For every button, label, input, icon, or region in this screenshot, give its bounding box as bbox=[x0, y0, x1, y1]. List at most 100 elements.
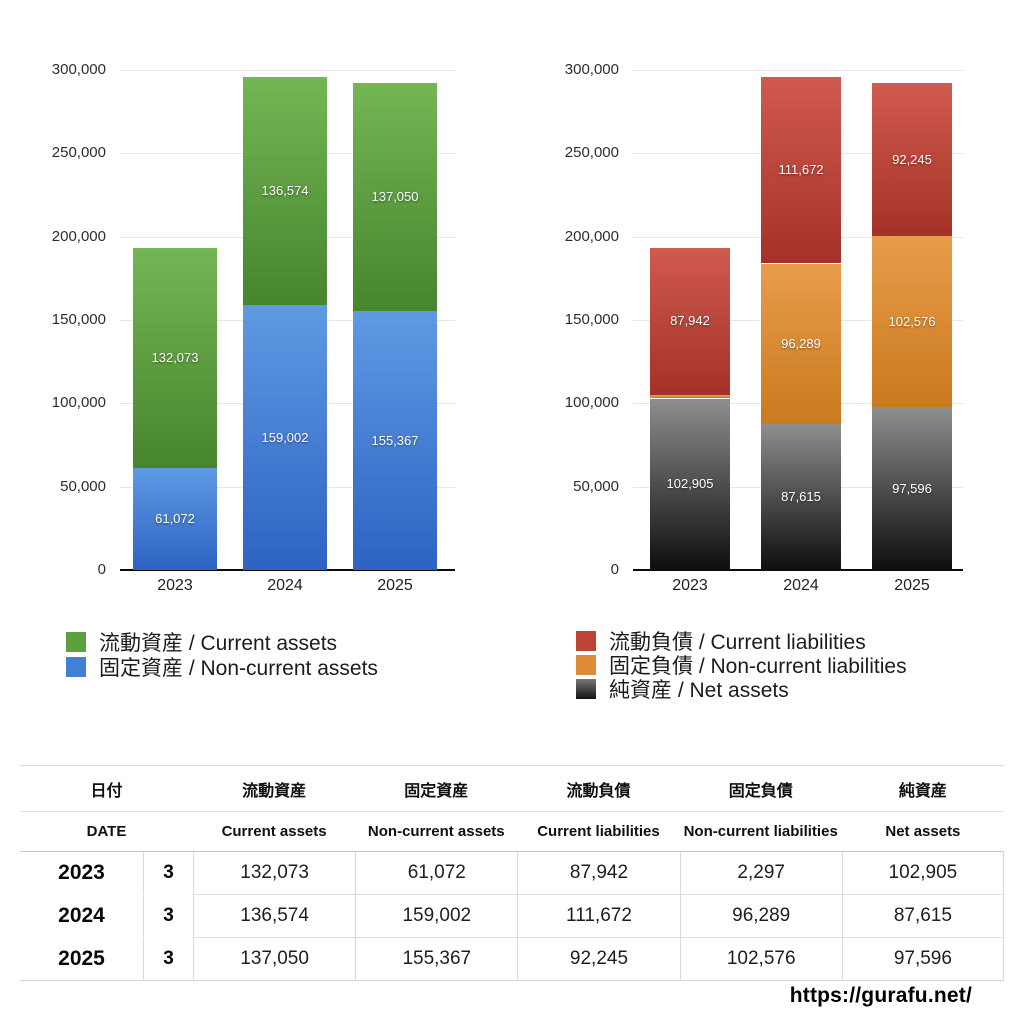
table-value-cell: 155,367 bbox=[355, 938, 517, 980]
legend-item: 流動資産 / Current assets bbox=[66, 629, 378, 655]
assets-chart-legend: 流動資産 / Current assets 固定資産 / Non-current … bbox=[66, 629, 378, 680]
legend-label: 固定負債 / Non-current liabilities bbox=[609, 655, 907, 678]
balance-sheet-table: 日付 流動資産 固定資産 流動負債 固定負債 純資産 DATE Current assets N… bbox=[20, 765, 1004, 981]
bar-value-label: 97,596 bbox=[892, 480, 932, 496]
y-axis-tick-label: 300,000 bbox=[564, 61, 619, 78]
legend-swatch bbox=[576, 655, 596, 675]
x-axis-tick-label: 2023 bbox=[672, 577, 708, 594]
table-value-cell: 136,574 bbox=[193, 895, 356, 938]
legend-label: 流動負債 / Current liabilities bbox=[609, 631, 866, 654]
y-axis-tick-label: 0 bbox=[610, 561, 619, 578]
bar-segment bbox=[133, 468, 217, 570]
site-url: https://gurafu.net/ bbox=[789, 984, 972, 1007]
table-header-en: Non-current liabilities bbox=[679, 812, 842, 852]
bar-value-label: 102,576 bbox=[888, 313, 936, 329]
gridline bbox=[120, 70, 455, 71]
table-year-cell: 2024 bbox=[58, 904, 105, 927]
y-axis-tick-label: 50,000 bbox=[573, 477, 619, 495]
y-axis-tick-label: 200,000 bbox=[564, 227, 619, 245]
bar-value-label: 111,672 bbox=[778, 162, 824, 178]
bar-segment bbox=[761, 77, 841, 264]
liabilities-chart-legend: 流動負債 / Current liabilities 固定負債 / Non-cur… bbox=[576, 629, 907, 702]
x-axis-tick-label: 2023 bbox=[157, 577, 193, 594]
table-year-cell: 2023 bbox=[58, 861, 105, 884]
bar-segment bbox=[650, 394, 730, 399]
table-header-en: Current assets bbox=[193, 812, 356, 852]
legend-swatch bbox=[66, 656, 86, 677]
table-value-cell: 87,942 bbox=[517, 852, 680, 895]
liabilities-stacked-bar-chart: 300,000 250,000 200,000 150,000 100,000 50,00… bbox=[550, 60, 980, 600]
bar-segment bbox=[133, 248, 217, 469]
bar-segment bbox=[872, 407, 952, 570]
bar-value-label: 102,905 bbox=[666, 476, 714, 492]
x-axis-tick-label: 2024 bbox=[783, 577, 819, 594]
y-axis-tick-label: 50,000 bbox=[60, 477, 106, 495]
y-axis-tick-label: 150,000 bbox=[51, 311, 106, 328]
bar-value-label: 92,245 bbox=[892, 151, 932, 167]
table-header-en: Non-current assets bbox=[355, 812, 518, 852]
x-axis-tick-label: 2024 bbox=[267, 577, 303, 594]
legend-item: 流動負債 / Current liabilities bbox=[576, 629, 907, 654]
legend-label: 流動資産 / Current assets bbox=[99, 631, 338, 655]
table-value-cell: 87,615 bbox=[841, 895, 1004, 938]
table-value-cell: 96,289 bbox=[679, 895, 842, 938]
table-month-cell: 3 bbox=[143, 852, 193, 894]
x-axis-line bbox=[633, 569, 963, 571]
table-value-cell: 137,050 bbox=[193, 938, 355, 980]
legend-item: 固定負債 / Non-current liabilities bbox=[576, 653, 907, 678]
bar-segment bbox=[650, 248, 730, 395]
table-header-en: Net assets bbox=[841, 812, 1004, 852]
bar-segment bbox=[872, 82, 952, 237]
bar-segment bbox=[353, 82, 437, 311]
bar-segment bbox=[650, 398, 730, 570]
bar-segment bbox=[243, 77, 327, 305]
bar-value-label: 159,002 bbox=[261, 429, 309, 445]
bar-value-label: 87,615 bbox=[781, 489, 821, 504]
table-header-date-en: DATE bbox=[20, 812, 193, 852]
table-month-cell: 3 bbox=[143, 895, 193, 937]
gridline bbox=[633, 70, 963, 71]
table-month-cell: 3 bbox=[143, 938, 193, 980]
bar-segment bbox=[761, 424, 841, 570]
table-value-cell: 102,576 bbox=[679, 938, 842, 980]
bar-value-label: 132,073 bbox=[151, 350, 199, 366]
table-value-cell: 92,245 bbox=[517, 938, 679, 980]
table-value-cell: 97,596 bbox=[841, 938, 1004, 980]
x-axis-tick-label: 2025 bbox=[377, 577, 413, 594]
bar-value-label: 155,367 bbox=[371, 432, 419, 448]
bar-value-label: 87,942 bbox=[670, 313, 710, 329]
bar-value-label: 61,072 bbox=[155, 511, 195, 527]
table-header-jp: 固定資産 bbox=[355, 766, 518, 812]
bar-value-label: 137,050 bbox=[371, 188, 419, 204]
table-value-cell: 2,297 bbox=[679, 852, 842, 895]
table-value-cell: 61,072 bbox=[355, 852, 518, 895]
y-axis-tick-label: 250,000 bbox=[51, 144, 106, 162]
y-axis-tick-label: 100,000 bbox=[564, 394, 619, 412]
table-value-cell: 132,073 bbox=[193, 852, 356, 895]
table-year-cell: 2025 bbox=[58, 947, 105, 970]
table-value-cell: 111,672 bbox=[517, 895, 680, 938]
bar-value-label: 96,289 bbox=[781, 335, 821, 351]
table-value-cell: 159,002 bbox=[355, 895, 518, 938]
assets-stacked-bar-chart: 300,000 250,000 200,000 150,000 100,000 50,00… bbox=[40, 60, 470, 600]
table-value-cell: 102,905 bbox=[841, 852, 1004, 895]
y-axis-tick-label: 100,000 bbox=[51, 394, 106, 412]
y-axis-tick-label: 0 bbox=[97, 561, 106, 578]
legend-label: 純資産 / Net assets bbox=[609, 679, 789, 702]
bar-segment bbox=[761, 263, 841, 424]
y-axis-tick-label: 150,000 bbox=[564, 311, 619, 328]
bar-segment bbox=[872, 236, 952, 408]
y-axis-tick-label: 300,000 bbox=[51, 61, 106, 78]
legend-swatch bbox=[576, 679, 596, 699]
table-header-date-jp: 日付 bbox=[20, 766, 193, 812]
table-header-en: Current liabilities bbox=[517, 812, 680, 852]
y-axis-tick-label: 200,000 bbox=[51, 227, 106, 245]
table-header-jp: 流動負債 bbox=[517, 766, 680, 812]
legend-item: 固定資産 / Non-current assets bbox=[66, 654, 378, 680]
y-axis-tick-label: 250,000 bbox=[564, 144, 619, 162]
legend-swatch bbox=[576, 631, 596, 651]
bar-segment bbox=[243, 305, 327, 570]
legend-label: 固定資産 / Non-current assets bbox=[99, 656, 378, 680]
table-header-jp: 固定負債 bbox=[679, 766, 842, 812]
